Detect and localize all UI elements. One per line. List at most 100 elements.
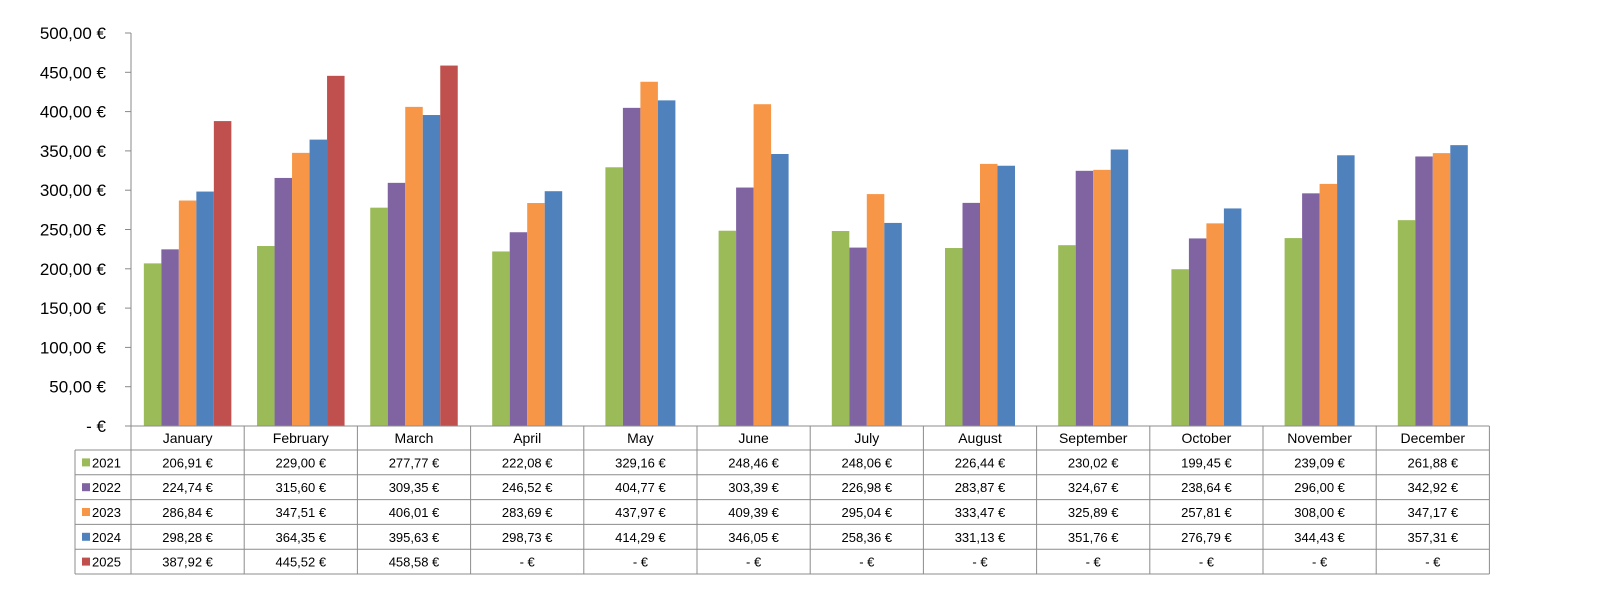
- bar-2024-may: [657, 100, 676, 427]
- data-label: 248,46 €: [728, 455, 779, 470]
- legend-key-2023: [82, 508, 90, 516]
- bar-2024-march: [422, 115, 441, 426]
- data-label: - €: [746, 555, 762, 570]
- data-label: 230,02 €: [1068, 455, 1119, 470]
- bar-2021-march: [370, 207, 388, 426]
- data-label: - €: [520, 555, 536, 570]
- data-label: - €: [1312, 555, 1328, 570]
- data-label: 206,91 €: [162, 455, 213, 470]
- data-label: 414,29 €: [615, 530, 666, 545]
- bar-2021-november: [1284, 238, 1303, 426]
- y-tick-label: 200,00 €: [40, 260, 107, 279]
- category-label-july: July: [854, 430, 879, 446]
- data-label: 199,45 €: [1181, 455, 1232, 470]
- bar-2023-february: [292, 152, 310, 427]
- data-label: 404,77 €: [615, 480, 666, 495]
- bar-2024-december: [1450, 145, 1468, 426]
- bar-2023-july: [866, 194, 885, 426]
- category-label-march: March: [395, 430, 434, 446]
- bar-2021-september: [1058, 245, 1076, 426]
- data-label: - €: [1425, 555, 1441, 570]
- data-label: 261,88 €: [1407, 455, 1458, 470]
- bar-2024-november: [1337, 155, 1355, 426]
- bar-2023-november: [1319, 183, 1338, 426]
- data-label: 257,81 €: [1181, 505, 1232, 520]
- y-tick-label: 50,00 €: [49, 378, 106, 397]
- category-label-may: May: [627, 430, 653, 446]
- data-label: 387,92 €: [162, 555, 213, 570]
- y-tick-label: 450,00 €: [40, 63, 107, 82]
- data-label: 296,00 €: [1294, 480, 1345, 495]
- bar-2021-january: [143, 263, 162, 426]
- bar-2022-august: [962, 202, 980, 426]
- data-label: 409,39 €: [728, 505, 779, 520]
- data-label: 347,51 €: [275, 505, 326, 520]
- data-label: 298,73 €: [502, 530, 553, 545]
- legend-label-2024: 2024: [92, 530, 121, 545]
- bar-2021-july: [831, 231, 850, 426]
- data-label: 298,28 €: [162, 530, 213, 545]
- category-label-november: November: [1287, 430, 1352, 446]
- y-tick-label: - €: [86, 417, 106, 436]
- data-label: 344,43 €: [1294, 530, 1345, 545]
- y-tick-label: 350,00 €: [40, 142, 107, 161]
- category-label-january: January: [163, 430, 213, 446]
- data-label: 333,47 €: [955, 505, 1006, 520]
- data-label: 238,64 €: [1181, 480, 1232, 495]
- bar-2022-october: [1188, 238, 1207, 426]
- data-label: - €: [1199, 555, 1215, 570]
- data-label: 351,76 €: [1068, 530, 1119, 545]
- bar-2021-october: [1171, 269, 1189, 426]
- bar-2024-july: [884, 222, 902, 426]
- data-label: 226,44 €: [955, 455, 1006, 470]
- data-label: 276,79 €: [1181, 530, 1232, 545]
- category-label-october: October: [1181, 430, 1231, 446]
- bar-2023-january: [178, 200, 197, 426]
- bar-2021-may: [605, 167, 623, 426]
- legend-key-2025: [82, 557, 90, 566]
- bar-2025-february: [327, 75, 345, 426]
- data-label: 331,13 €: [955, 530, 1006, 545]
- data-label: 458,58 €: [389, 555, 440, 570]
- data-label: 277,77 €: [389, 455, 440, 470]
- data-label: 239,09 €: [1294, 455, 1345, 470]
- bar-2024-october: [1223, 208, 1242, 426]
- legend-label-2025: 2025: [92, 555, 121, 570]
- data-label: 395,63 €: [389, 530, 440, 545]
- data-label: 283,87 €: [955, 480, 1006, 495]
- data-label: 324,67 €: [1068, 480, 1119, 495]
- bar-2023-april: [527, 203, 545, 426]
- bar-2023-september: [1093, 169, 1111, 426]
- bar-2021-december: [1397, 220, 1416, 426]
- data-label: - €: [1086, 555, 1102, 570]
- data-label: 346,05 €: [728, 530, 779, 545]
- bar-2022-june: [736, 187, 754, 426]
- bar-2023-june: [753, 104, 772, 426]
- data-label: 364,35 €: [275, 530, 326, 545]
- bar-2025-march: [440, 65, 458, 426]
- y-tick-label: 500,00 €: [40, 24, 107, 43]
- category-label-september: September: [1059, 430, 1128, 446]
- data-label: 246,52 €: [502, 480, 553, 495]
- category-label-august: August: [958, 430, 1002, 446]
- bar-2021-june: [718, 230, 737, 426]
- data-label: - €: [859, 555, 875, 570]
- y-tick-label: 100,00 €: [40, 338, 107, 357]
- data-label: 224,74 €: [162, 480, 213, 495]
- legend-key-2022: [82, 483, 90, 492]
- data-label: 406,01 €: [389, 505, 440, 520]
- bar-2025-january: [213, 121, 232, 426]
- legend-key-2021: [82, 458, 90, 467]
- bar-2022-january: [161, 249, 179, 426]
- data-label: 315,60 €: [275, 480, 326, 495]
- bar-2022-july: [849, 247, 867, 426]
- category-label-june: June: [738, 430, 769, 446]
- data-label: 437,97 €: [615, 505, 666, 520]
- bar-2021-april: [492, 251, 510, 426]
- bar-2023-may: [640, 81, 658, 426]
- bar-2022-february: [274, 177, 293, 426]
- legend-label-2023: 2023: [92, 505, 121, 520]
- bar-2023-august: [980, 163, 998, 426]
- bar-2022-april: [509, 232, 528, 426]
